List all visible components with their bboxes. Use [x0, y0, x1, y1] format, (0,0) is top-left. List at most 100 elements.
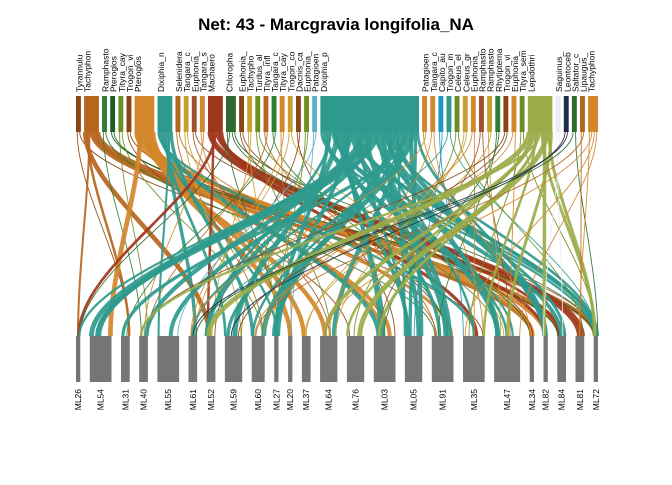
higher-node-label: Lepidothri — [526, 55, 536, 92]
lower-node-box[interactable] — [252, 336, 265, 382]
lower-node-box[interactable] — [347, 336, 364, 382]
higher-node-box[interactable] — [312, 96, 317, 132]
lower-node-box[interactable] — [121, 336, 130, 382]
lower-node-label: ML91 — [438, 389, 448, 411]
higher-level-boxes — [76, 96, 598, 132]
lower-node-label: ML31 — [120, 389, 130, 411]
higher-node-box[interactable] — [192, 96, 197, 132]
lower-node-label: ML60 — [253, 389, 263, 411]
higher-node-box[interactable] — [208, 96, 223, 132]
higher-node-box[interactable] — [255, 96, 260, 132]
lower-node-box[interactable] — [576, 336, 585, 382]
higher-node-box[interactable] — [422, 96, 427, 132]
higher-node-label: Machaero — [207, 54, 217, 92]
higher-node-box[interactable] — [588, 96, 598, 132]
higher-node-box[interactable] — [102, 96, 107, 132]
higher-node-box[interactable] — [84, 96, 99, 132]
higher-node-label: Pteroglos — [133, 56, 143, 92]
lower-node-box[interactable] — [76, 336, 80, 382]
lower-node-box[interactable] — [288, 336, 292, 382]
lower-node-box[interactable] — [207, 336, 216, 382]
higher-node-box[interactable] — [127, 96, 132, 132]
lower-node-label: ML03 — [380, 389, 390, 411]
higher-node-box[interactable] — [184, 96, 189, 132]
lower-node-box[interactable] — [463, 336, 485, 382]
higher-node-box[interactable] — [226, 96, 236, 132]
lower-node-label: ML61 — [188, 389, 198, 411]
higher-node-box[interactable] — [288, 96, 293, 132]
higher-node-label: Dixiphia_n — [156, 52, 166, 92]
higher-node-box[interactable] — [528, 96, 553, 132]
higher-node-box[interactable] — [479, 96, 484, 132]
lower-node-box[interactable] — [494, 336, 520, 382]
higher-node-box[interactable] — [556, 96, 561, 132]
lower-node-label: ML54 — [96, 389, 106, 411]
higher-node-box[interactable] — [135, 96, 155, 132]
higher-node-box[interactable] — [158, 96, 173, 132]
lower-node-label: ML26 — [73, 389, 83, 411]
lower-node-label: ML40 — [139, 389, 149, 411]
higher-node-box[interactable] — [463, 96, 468, 132]
lower-node-label: ML82 — [541, 389, 551, 411]
lower-node-box[interactable] — [557, 336, 566, 382]
lower-node-box[interactable] — [225, 336, 242, 382]
higher-node-box[interactable] — [247, 96, 252, 132]
lower-node-label: ML76 — [351, 389, 361, 411]
lower-node-label: ML20 — [285, 389, 295, 411]
lower-level-boxes — [76, 336, 598, 382]
higher-node-box[interactable] — [455, 96, 460, 132]
lower-node-label: ML59 — [229, 389, 239, 411]
lower-node-box[interactable] — [432, 336, 454, 382]
lower-node-box[interactable] — [139, 336, 148, 382]
higher-node-box[interactable] — [564, 96, 569, 132]
higher-node-box[interactable] — [76, 96, 81, 132]
higher-node-box[interactable] — [239, 96, 244, 132]
higher-node-box[interactable] — [438, 96, 443, 132]
higher-node-box[interactable] — [471, 96, 476, 132]
higher-node-box[interactable] — [280, 96, 285, 132]
lower-node-box[interactable] — [302, 336, 311, 382]
lower-node-box[interactable] — [530, 336, 534, 382]
lower-node-box[interactable] — [374, 336, 396, 382]
lower-node-box[interactable] — [274, 336, 278, 382]
lower-node-label: ML47 — [502, 389, 512, 411]
higher-node-box[interactable] — [495, 96, 500, 132]
interaction-links — [77, 132, 598, 336]
lower-node-box[interactable] — [320, 336, 337, 382]
lower-node-box[interactable] — [594, 336, 598, 382]
higher-node-box[interactable] — [200, 96, 205, 132]
higher-node-box[interactable] — [118, 96, 123, 132]
lower-node-box[interactable] — [189, 336, 198, 382]
higher-node-box[interactable] — [487, 96, 492, 132]
lower-node-box[interactable] — [544, 336, 548, 382]
higher-node-box[interactable] — [176, 96, 181, 132]
higher-node-box[interactable] — [447, 96, 452, 132]
lower-node-label: ML52 — [206, 389, 216, 411]
lower-node-label: ML35 — [469, 389, 479, 411]
higher-node-box[interactable] — [320, 96, 419, 132]
higher-node-box[interactable] — [572, 96, 577, 132]
lower-node-label: ML37 — [301, 389, 311, 411]
lower-node-label: ML64 — [324, 389, 334, 411]
lower-node-label: ML34 — [527, 389, 537, 411]
higher-node-label: Dixiphia_p — [319, 52, 329, 92]
higher-node-box[interactable] — [430, 96, 435, 132]
higher-node-box[interactable] — [264, 96, 269, 132]
higher-node-box[interactable] — [512, 96, 517, 132]
higher-node-box[interactable] — [272, 96, 277, 132]
higher-node-box[interactable] — [110, 96, 115, 132]
lower-node-label: ML05 — [409, 389, 419, 411]
lower-node-box[interactable] — [90, 336, 112, 382]
higher-node-box[interactable] — [304, 96, 309, 132]
higher-node-label: Tachyphon — [587, 51, 597, 92]
higher-node-box[interactable] — [503, 96, 508, 132]
lower-node-box[interactable] — [157, 336, 179, 382]
higher-node-box[interactable] — [296, 96, 301, 132]
higher-node-box[interactable] — [580, 96, 585, 132]
lower-node-box[interactable] — [405, 336, 422, 382]
higher-node-box[interactable] — [520, 96, 525, 132]
